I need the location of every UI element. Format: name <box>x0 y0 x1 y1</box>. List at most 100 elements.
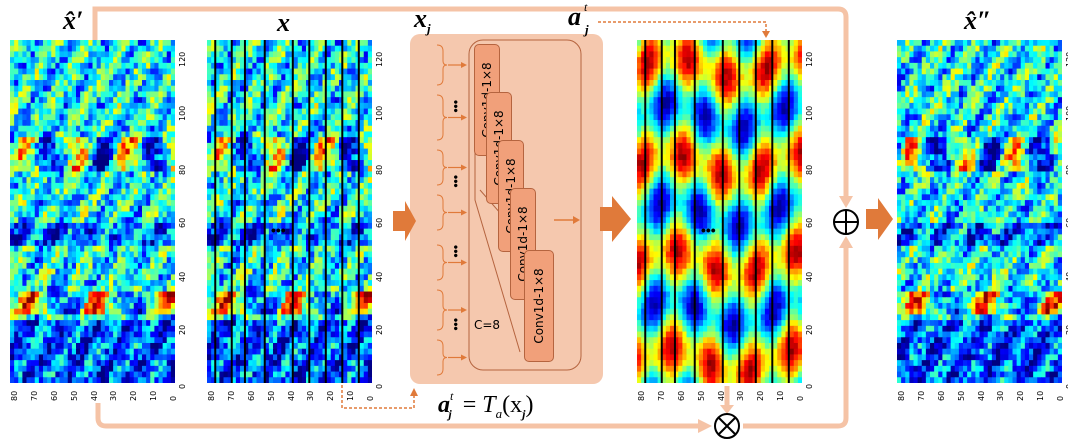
brace-arrow-head-6 <box>461 307 467 313</box>
x-tick-label: 10 <box>149 390 159 401</box>
x-tick-label: 40 <box>286 390 296 401</box>
x-tick-label: 60 <box>936 390 946 401</box>
y-tick-label: 60 <box>178 218 187 229</box>
y-tick-label: 80 <box>375 164 384 175</box>
skip-arrow-bottom <box>95 403 700 429</box>
x-tick-label: 70 <box>916 390 926 401</box>
add-operator <box>833 209 859 235</box>
brace-arrow-head-2 <box>461 114 467 121</box>
x-tick-label: 20 <box>326 390 336 401</box>
x-tick-label: 50 <box>266 390 276 401</box>
x-tick-label: 0 <box>1056 395 1065 401</box>
dotted-arrow-aj-head <box>762 31 770 38</box>
equation: atj = Ta(xj) <box>438 389 534 421</box>
y-tick-label: 80 <box>178 164 187 175</box>
ellipsis-attention: ••• <box>701 222 716 238</box>
brace-arrow-head-1 <box>461 62 467 68</box>
x-tick-label: 10 <box>1036 390 1046 401</box>
conv-container <box>468 39 582 371</box>
y-tick-label: 40 <box>375 271 384 282</box>
y-tick-label: 120 <box>805 52 814 68</box>
brace-arrow-head-3 <box>461 164 467 171</box>
y-tick-label: 20 <box>178 325 187 336</box>
x-tick-label: 40 <box>89 390 99 401</box>
brace-arrow-head-4 <box>461 209 467 216</box>
brace-1 <box>436 44 448 86</box>
label-x-prime: x̂′ <box>63 6 84 35</box>
x-tick-label: 20 <box>756 390 766 401</box>
x-tick-label: 0 <box>169 395 178 401</box>
y-tick-label: 0 <box>375 383 384 389</box>
heatmap-attention <box>637 40 802 383</box>
brace-5 <box>436 244 448 281</box>
x-tick-label: 30 <box>996 390 1006 401</box>
module-ellipsis-2: ••• <box>449 175 463 188</box>
module-ellipsis-4: ••• <box>449 318 463 331</box>
brace-2 <box>436 94 448 141</box>
x-tick-label: 20 <box>1016 390 1026 401</box>
x-tick-label: 0 <box>366 395 375 401</box>
y-tick-label: 80 <box>805 164 814 175</box>
big-arrow-1 <box>393 201 416 241</box>
attention-down-arrow-head <box>720 405 734 414</box>
x-tick-label: 40 <box>716 390 726 401</box>
y-tick-label: 100 <box>375 105 384 122</box>
x-tick-label: 50 <box>69 390 79 401</box>
ellipsis-x: ••• <box>271 222 286 238</box>
brace-7 <box>436 339 448 376</box>
heatmap-x <box>207 40 372 383</box>
x-tick-label: 70 <box>226 390 236 401</box>
y-tick-label: 40 <box>178 271 187 282</box>
channel-label: C=8 <box>474 318 501 332</box>
x-tick-label: 40 <box>976 390 986 401</box>
x-tick-label: 70 <box>656 390 666 401</box>
x-tick-label: 20 <box>129 390 139 401</box>
x-tick-label: 30 <box>736 390 746 401</box>
module-ellipsis-1: ••• <box>449 100 463 113</box>
brace-4 <box>436 194 448 231</box>
module-ellipsis-3: ••• <box>449 245 463 258</box>
y-tick-label: 120 <box>178 52 187 68</box>
label-x-j: xj <box>414 4 431 37</box>
conv-block-4: Conv1d-1×8 <box>510 188 536 300</box>
conv-block-5: Conv1d-1×8 <box>524 250 554 362</box>
x-tick-label: 80 <box>10 390 19 401</box>
y-tick-label: 20 <box>805 325 814 336</box>
brace-3 <box>436 149 448 186</box>
x-tick-label: 0 <box>796 395 805 401</box>
x-tick-label: 60 <box>49 390 59 401</box>
heatmap-x-prime <box>10 40 175 383</box>
y-tick-label: 0 <box>805 383 814 389</box>
y-tick-label: 20 <box>375 325 384 336</box>
product-to-sum-arrow <box>743 246 849 429</box>
x-tick-label: 60 <box>676 390 686 401</box>
x-tick-label: 60 <box>246 390 256 401</box>
y-tick-label: 0 <box>178 383 187 389</box>
x-tick-label: 80 <box>897 390 906 401</box>
brace-arrow-head-5 <box>461 259 467 266</box>
x-tick-label: 10 <box>346 390 356 401</box>
big-arrow-2 <box>600 196 631 242</box>
x-tick-label: 30 <box>109 390 119 401</box>
brace-arrow-head-7 <box>461 354 467 361</box>
y-tick-label: 100 <box>805 105 814 122</box>
conv-output-arrow-head <box>573 216 580 224</box>
x-tick-label: 80 <box>207 390 216 401</box>
x-tick-label: 50 <box>956 390 966 401</box>
y-tick-label: 60 <box>805 218 814 229</box>
heatmap-x-double-prime <box>897 40 1062 383</box>
label-x-double-prime: x̂″ <box>964 6 992 35</box>
dotted-arrow-aj <box>598 21 767 32</box>
big-arrow-3 <box>866 198 893 240</box>
skip-arrow-bottom-head <box>698 419 712 433</box>
label-x: x <box>277 8 290 37</box>
y-tick-label: 40 <box>805 271 814 282</box>
brace-group: ••• ••• ••• ••• <box>436 44 467 376</box>
product-to-sum-arrow-head <box>839 236 853 248</box>
x-tick-label: 80 <box>637 390 646 401</box>
y-tick-label: 60 <box>375 218 384 229</box>
brace-6 <box>436 289 448 331</box>
dotted-arrow-xj-head <box>410 388 418 396</box>
x-tick-label: 30 <box>306 390 316 401</box>
